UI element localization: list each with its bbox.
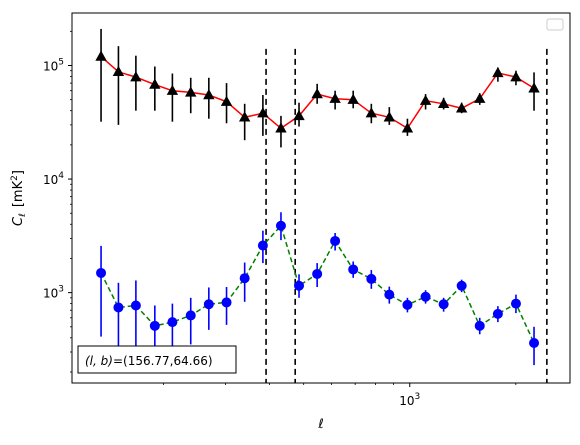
- data-point: [401, 122, 414, 133]
- data-point: [130, 300, 141, 311]
- data-point: [492, 66, 504, 78]
- data-point: [220, 95, 233, 106]
- annotation-text: (l, b)=(156.77,64.66): [85, 354, 213, 368]
- data-point: [275, 122, 287, 133]
- y-axis-label-unit-close: ]: [11, 170, 26, 175]
- annotation-lhs: (l, b): [85, 354, 113, 368]
- data-point: [185, 310, 196, 321]
- data-point: [402, 299, 413, 310]
- data-point: [419, 94, 432, 105]
- y-tick-label: 103: [43, 285, 64, 301]
- data-point: [365, 107, 378, 118]
- data-point: [438, 299, 449, 310]
- data-point: [275, 220, 286, 231]
- data-point: [529, 338, 540, 349]
- y-axis-label: Cℓ [mK2]: [10, 170, 28, 226]
- y-axis-label-sub: ℓ: [18, 213, 28, 218]
- y-tick-label-exponent: 4: [58, 171, 64, 181]
- data-point: [130, 71, 142, 82]
- series-0: [95, 28, 540, 148]
- data-point: [149, 78, 161, 89]
- data-point: [166, 84, 179, 95]
- data-point: [420, 291, 431, 302]
- data-point: [96, 267, 107, 278]
- y-axis-label-main: C: [11, 216, 26, 226]
- data-point: [492, 308, 503, 319]
- data-point: [455, 102, 468, 113]
- data-point: [329, 92, 341, 103]
- data-point: [384, 289, 395, 300]
- data-point: [238, 111, 251, 122]
- coordinate-annotation: (l, b)=(156.77,64.66): [77, 345, 237, 374]
- data-point: [312, 268, 323, 279]
- plot-frame: [71, 12, 571, 384]
- y-tick-label-base: 10: [43, 287, 58, 301]
- data-point: [203, 88, 215, 100]
- data-point: [294, 280, 305, 291]
- data-point: [347, 93, 359, 104]
- y-axis-label-unit-sup: 2: [10, 175, 20, 181]
- series-layer: [95, 28, 540, 366]
- data-point: [474, 92, 486, 103]
- data-point: [383, 111, 396, 122]
- y-tick-label: 105: [43, 58, 64, 74]
- data-point: [221, 297, 232, 308]
- data-point: [257, 240, 268, 251]
- data-point: [456, 280, 467, 291]
- annotation-box: [77, 345, 237, 374]
- data-point: [311, 88, 323, 99]
- x-axis-label: ℓ: [317, 417, 323, 432]
- data-point: [510, 298, 521, 309]
- data-point: [348, 264, 359, 275]
- y-tick-label-exponent: 3: [58, 285, 64, 295]
- annotation-rhs: =(156.77,64.66): [113, 354, 213, 368]
- data-point: [167, 317, 178, 328]
- data-point: [437, 97, 450, 109]
- major-ticks: [68, 65, 411, 387]
- legend-box: [546, 18, 564, 31]
- data-point: [330, 235, 341, 246]
- x-tick-label-base: 10: [399, 394, 414, 408]
- data-point: [366, 273, 377, 284]
- data-point: [113, 302, 124, 313]
- data-point: [203, 299, 214, 310]
- data-point: [257, 107, 269, 118]
- data-point: [95, 50, 107, 61]
- x-tick-label: 103: [399, 392, 420, 408]
- data-point: [293, 109, 305, 121]
- y-tick-label-base: 10: [43, 173, 58, 187]
- y-tick-label-base: 10: [43, 60, 58, 74]
- data-point: [528, 82, 540, 93]
- vertical-reference-lines: [265, 48, 548, 383]
- x-tick-label-exponent: 3: [415, 392, 421, 402]
- minor-ticks: [70, 30, 517, 385]
- y-axis-label-unit: [mK: [11, 180, 26, 207]
- data-point: [149, 320, 160, 331]
- data-point: [112, 65, 125, 77]
- series-1: [96, 212, 540, 366]
- data-point: [474, 320, 485, 331]
- y-tick-label: 104: [43, 171, 64, 187]
- data-point: [510, 71, 522, 82]
- y-tick-label-exponent: 5: [58, 58, 64, 68]
- data-point: [239, 273, 250, 284]
- plot-area: [95, 28, 548, 383]
- data-point: [185, 86, 197, 97]
